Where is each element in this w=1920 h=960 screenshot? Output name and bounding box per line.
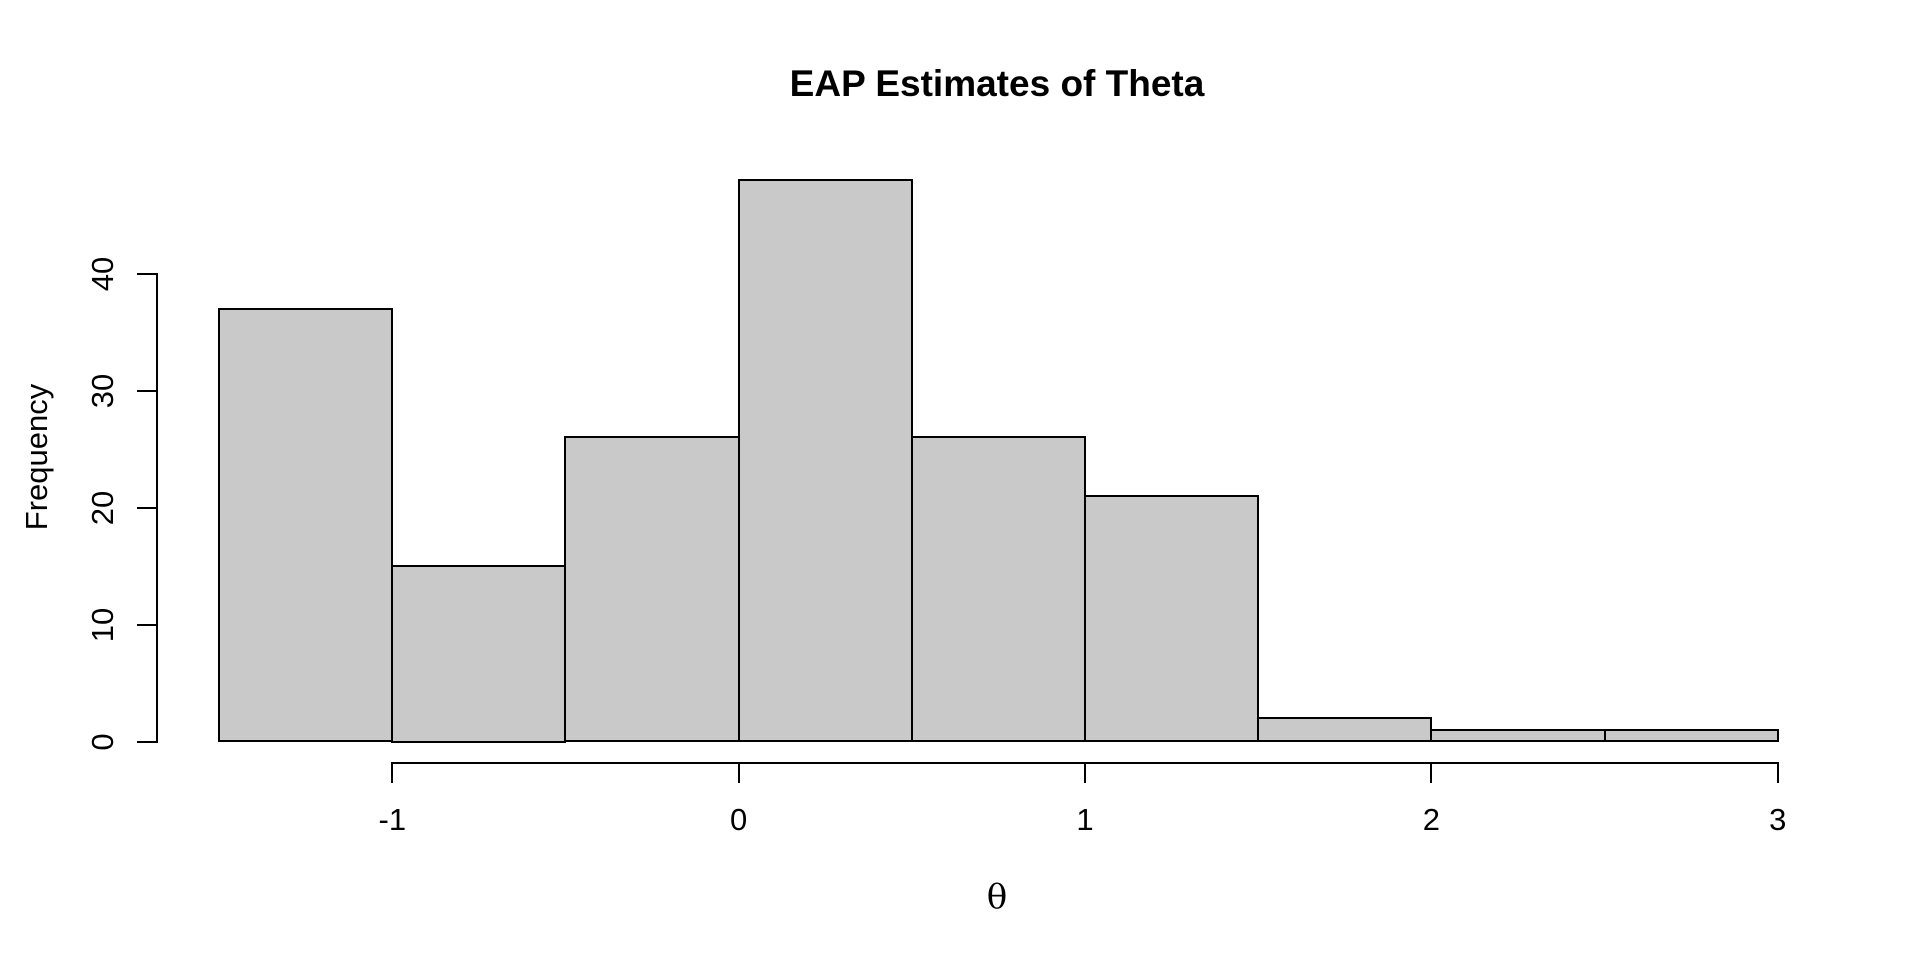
- x-axis-tick: [1084, 763, 1087, 783]
- y-tick-label: 30: [85, 373, 120, 408]
- y-axis-line: [155, 272, 158, 743]
- x-axis-tick: [391, 763, 394, 783]
- histogram-bar: [218, 307, 394, 743]
- y-tick-label: 20: [85, 490, 120, 525]
- y-tick-label: 0: [85, 732, 120, 751]
- x-tick-label: 1: [1076, 802, 1094, 837]
- y-axis-tick: [136, 740, 156, 743]
- x-tick-label: -1: [378, 802, 407, 837]
- histogram-bar: [1084, 494, 1260, 743]
- y-axis-tick: [136, 272, 156, 275]
- histogram-bar: [1430, 728, 1606, 743]
- x-tick-label: 0: [730, 802, 748, 837]
- x-axis-tick: [737, 763, 740, 783]
- x-axis-tick: [1430, 763, 1433, 783]
- x-axis-line: [391, 761, 1779, 764]
- histogram-bar: [910, 436, 1086, 743]
- y-axis-tick: [136, 623, 156, 626]
- histogram-bar: [737, 178, 913, 743]
- histogram-bar: [1257, 717, 1433, 743]
- y-axis-label: Frequency: [19, 383, 54, 531]
- y-tick-label: 10: [85, 607, 120, 642]
- y-axis-tick: [136, 506, 156, 509]
- histogram-bar: [564, 436, 740, 743]
- chart-title: EAP Estimates of Theta: [789, 63, 1205, 104]
- y-tick-label: 40: [85, 256, 120, 291]
- x-tick-label: 3: [1769, 802, 1787, 837]
- histogram-bar: [1603, 728, 1779, 743]
- histogram-bar: [391, 565, 567, 743]
- x-tick-label: 2: [1422, 802, 1440, 837]
- x-axis-label: θ: [986, 877, 1008, 917]
- x-axis-tick: [1776, 763, 1779, 783]
- y-axis-tick: [136, 389, 156, 392]
